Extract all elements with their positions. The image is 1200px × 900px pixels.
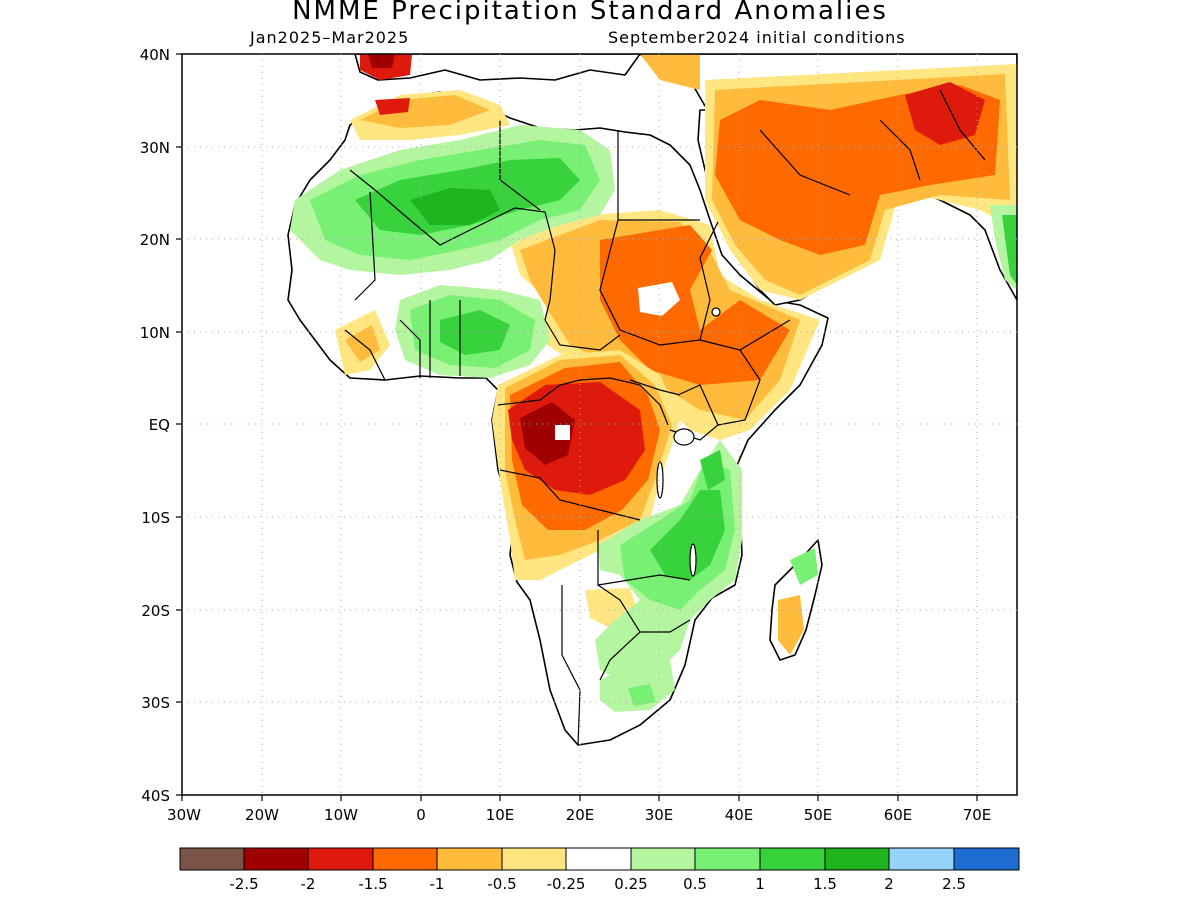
lat-label: 20S	[141, 602, 170, 620]
lat-label: 40S	[141, 787, 170, 805]
colorbar-swatch	[243, 847, 309, 871]
lat-label: 30N	[140, 139, 170, 157]
colorbar-label: 0.5	[683, 875, 707, 893]
colorbar-label: -1	[430, 875, 445, 893]
lon-label: 10E	[486, 806, 515, 824]
dry-anomalies	[335, 54, 1017, 655]
colorbar-label: 1.5	[813, 875, 837, 893]
lon-label: 30E	[645, 806, 674, 824]
colorbar-label: 1	[755, 875, 765, 893]
lat-label: 10S	[141, 509, 170, 527]
lon-label: 40E	[725, 806, 754, 824]
wet-anomalies	[290, 125, 1017, 712]
valid-period-label: Jan2025–Mar2025	[250, 28, 410, 47]
lon-label: 50E	[804, 806, 833, 824]
colorbar-label: -2.5	[229, 875, 258, 893]
colorbar-label: 2.5	[942, 875, 966, 893]
lon-label: 20W	[245, 806, 279, 824]
lon-label: 60E	[884, 806, 913, 824]
lat-label: 30S	[141, 694, 170, 712]
lat-label: 10N	[140, 324, 170, 342]
lon-label: 10W	[324, 806, 358, 824]
colorbar-label: -0.5	[487, 875, 516, 893]
colorbar-swatch	[759, 847, 826, 871]
colorbar: -2.5 -2 -1.5 -1 -0.5 -0.25 0.25 0.5 1 1.…	[179, 847, 1020, 893]
colorbar-label: 0.25	[614, 875, 647, 893]
lon-label: 70E	[963, 806, 992, 824]
colorbar-swatch	[179, 847, 245, 871]
colorbar-swatch	[436, 847, 503, 871]
lon-label: 30W	[167, 806, 201, 824]
colorbar-label: 2	[884, 875, 894, 893]
colorbar-swatch	[888, 847, 955, 871]
lon-label: 0	[416, 806, 426, 824]
colorbar-label: -0.25	[547, 875, 586, 893]
colorbar-swatch	[501, 847, 567, 871]
country-borders	[344, 89, 986, 746]
longitude-labels: 30W 20W 10W 0 10E 20E 30E 40E 50E 60E 70…	[167, 806, 991, 824]
initial-conditions-label: September2024 initial conditions	[608, 28, 906, 47]
lon-label: 20E	[566, 806, 595, 824]
colorbar-swatch	[953, 847, 1020, 871]
lat-label: 40N	[140, 46, 170, 64]
lat-label: EQ	[149, 416, 170, 434]
colorbar-swatch	[824, 847, 890, 871]
colorbar-swatch	[630, 847, 696, 871]
colorbar-label: -2	[301, 875, 316, 893]
colorbar-swatch	[372, 847, 438, 871]
colorbar-label: -1.5	[358, 875, 387, 893]
colorbar-swatch	[565, 847, 632, 871]
lakes	[656, 307, 721, 577]
axis-ticks	[176, 53, 978, 801]
anomaly-field	[287, 54, 1017, 746]
colorbar-swatch	[694, 847, 761, 871]
lat-label: 20N	[140, 231, 170, 249]
map-title: NMME Precipitation Standard Anomalies	[292, 0, 888, 26]
colorbar-swatch	[307, 847, 374, 871]
latitude-labels: 40N 30N 20N 10N EQ 10S 20S 30S 40S	[140, 46, 170, 805]
